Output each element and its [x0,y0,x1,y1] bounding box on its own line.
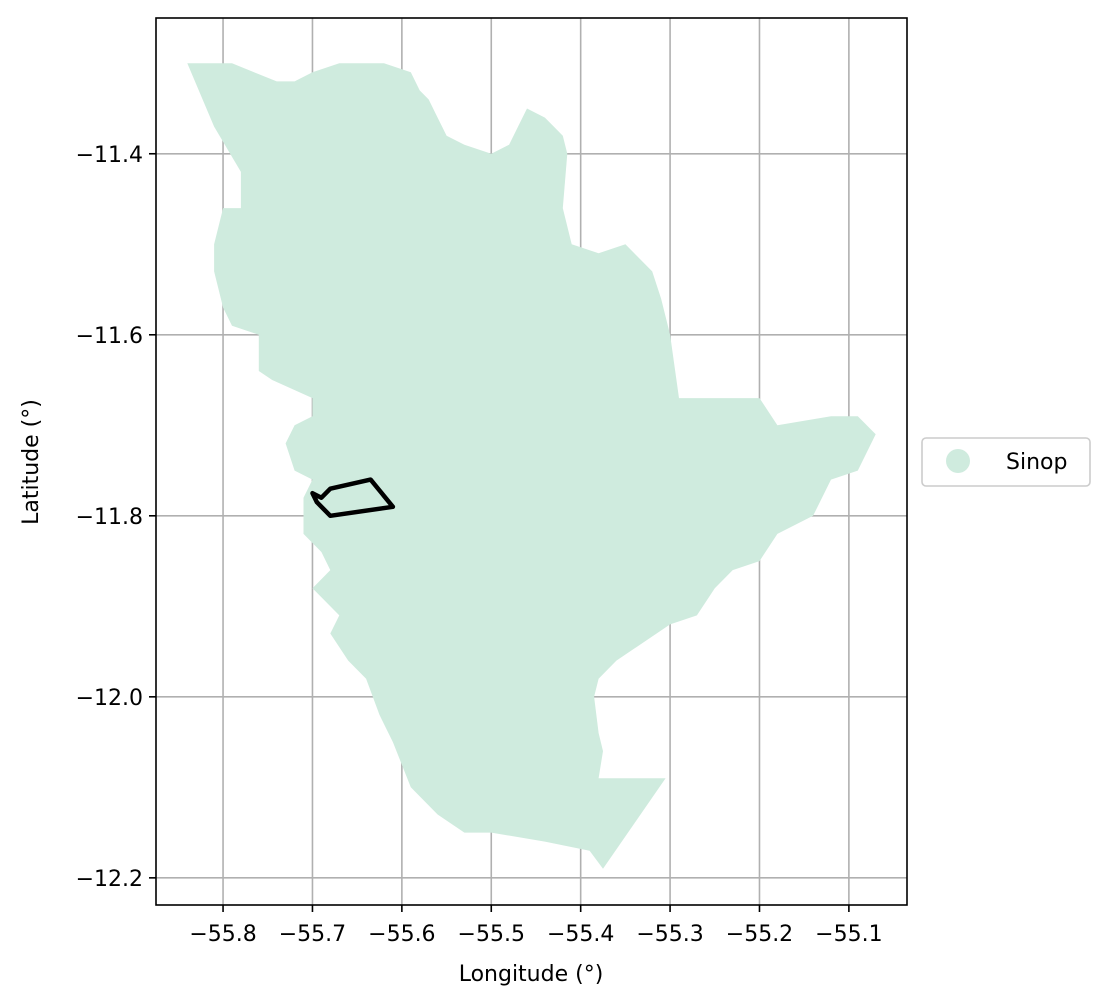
x-tick-label-4: −55.4 [547,922,614,947]
legend-frame [921,437,1091,487]
y-tick-label-2: −11.8 [76,505,143,530]
x-axis-title: Longitude (°) [459,962,604,987]
x-tick-label-7: −55.1 [815,922,882,947]
sinop-polygon [187,63,876,869]
y-axis-title: Latitude (°) [19,399,44,525]
y-tick-label-3: −12.0 [76,686,143,711]
x-tick-label-6: −55.2 [726,922,793,947]
legend-marker-sinop [946,449,970,473]
plot-frame [155,17,908,906]
legend-label-sinop: Sinop [1006,450,1067,475]
black-outline-polygon [310,477,396,519]
x-tick-label-3: −55.5 [458,922,525,947]
y-tick-label-1: −11.6 [76,324,143,349]
y-tick-label-4: −12.2 [76,867,143,892]
outline-polygon [310,477,396,519]
y-axis-ticks: −11.4 −11.6 −11.8 −12.0 −12.2 [76,143,156,892]
y-tick-label-0: −11.4 [76,143,143,168]
sinop-region [187,63,876,869]
x-axis-ticks: −55.8 −55.7 −55.6 −55.5 −55.4 −55.3 −55.2 −55.1 [189,905,883,947]
legend: Sinop [921,437,1091,487]
x-tick-label-0: −55.8 [189,922,256,947]
x-tick-label-5: −55.3 [636,922,703,947]
x-tick-label-2: −55.6 [368,922,435,947]
x-tick-label-1: −55.7 [279,922,346,947]
